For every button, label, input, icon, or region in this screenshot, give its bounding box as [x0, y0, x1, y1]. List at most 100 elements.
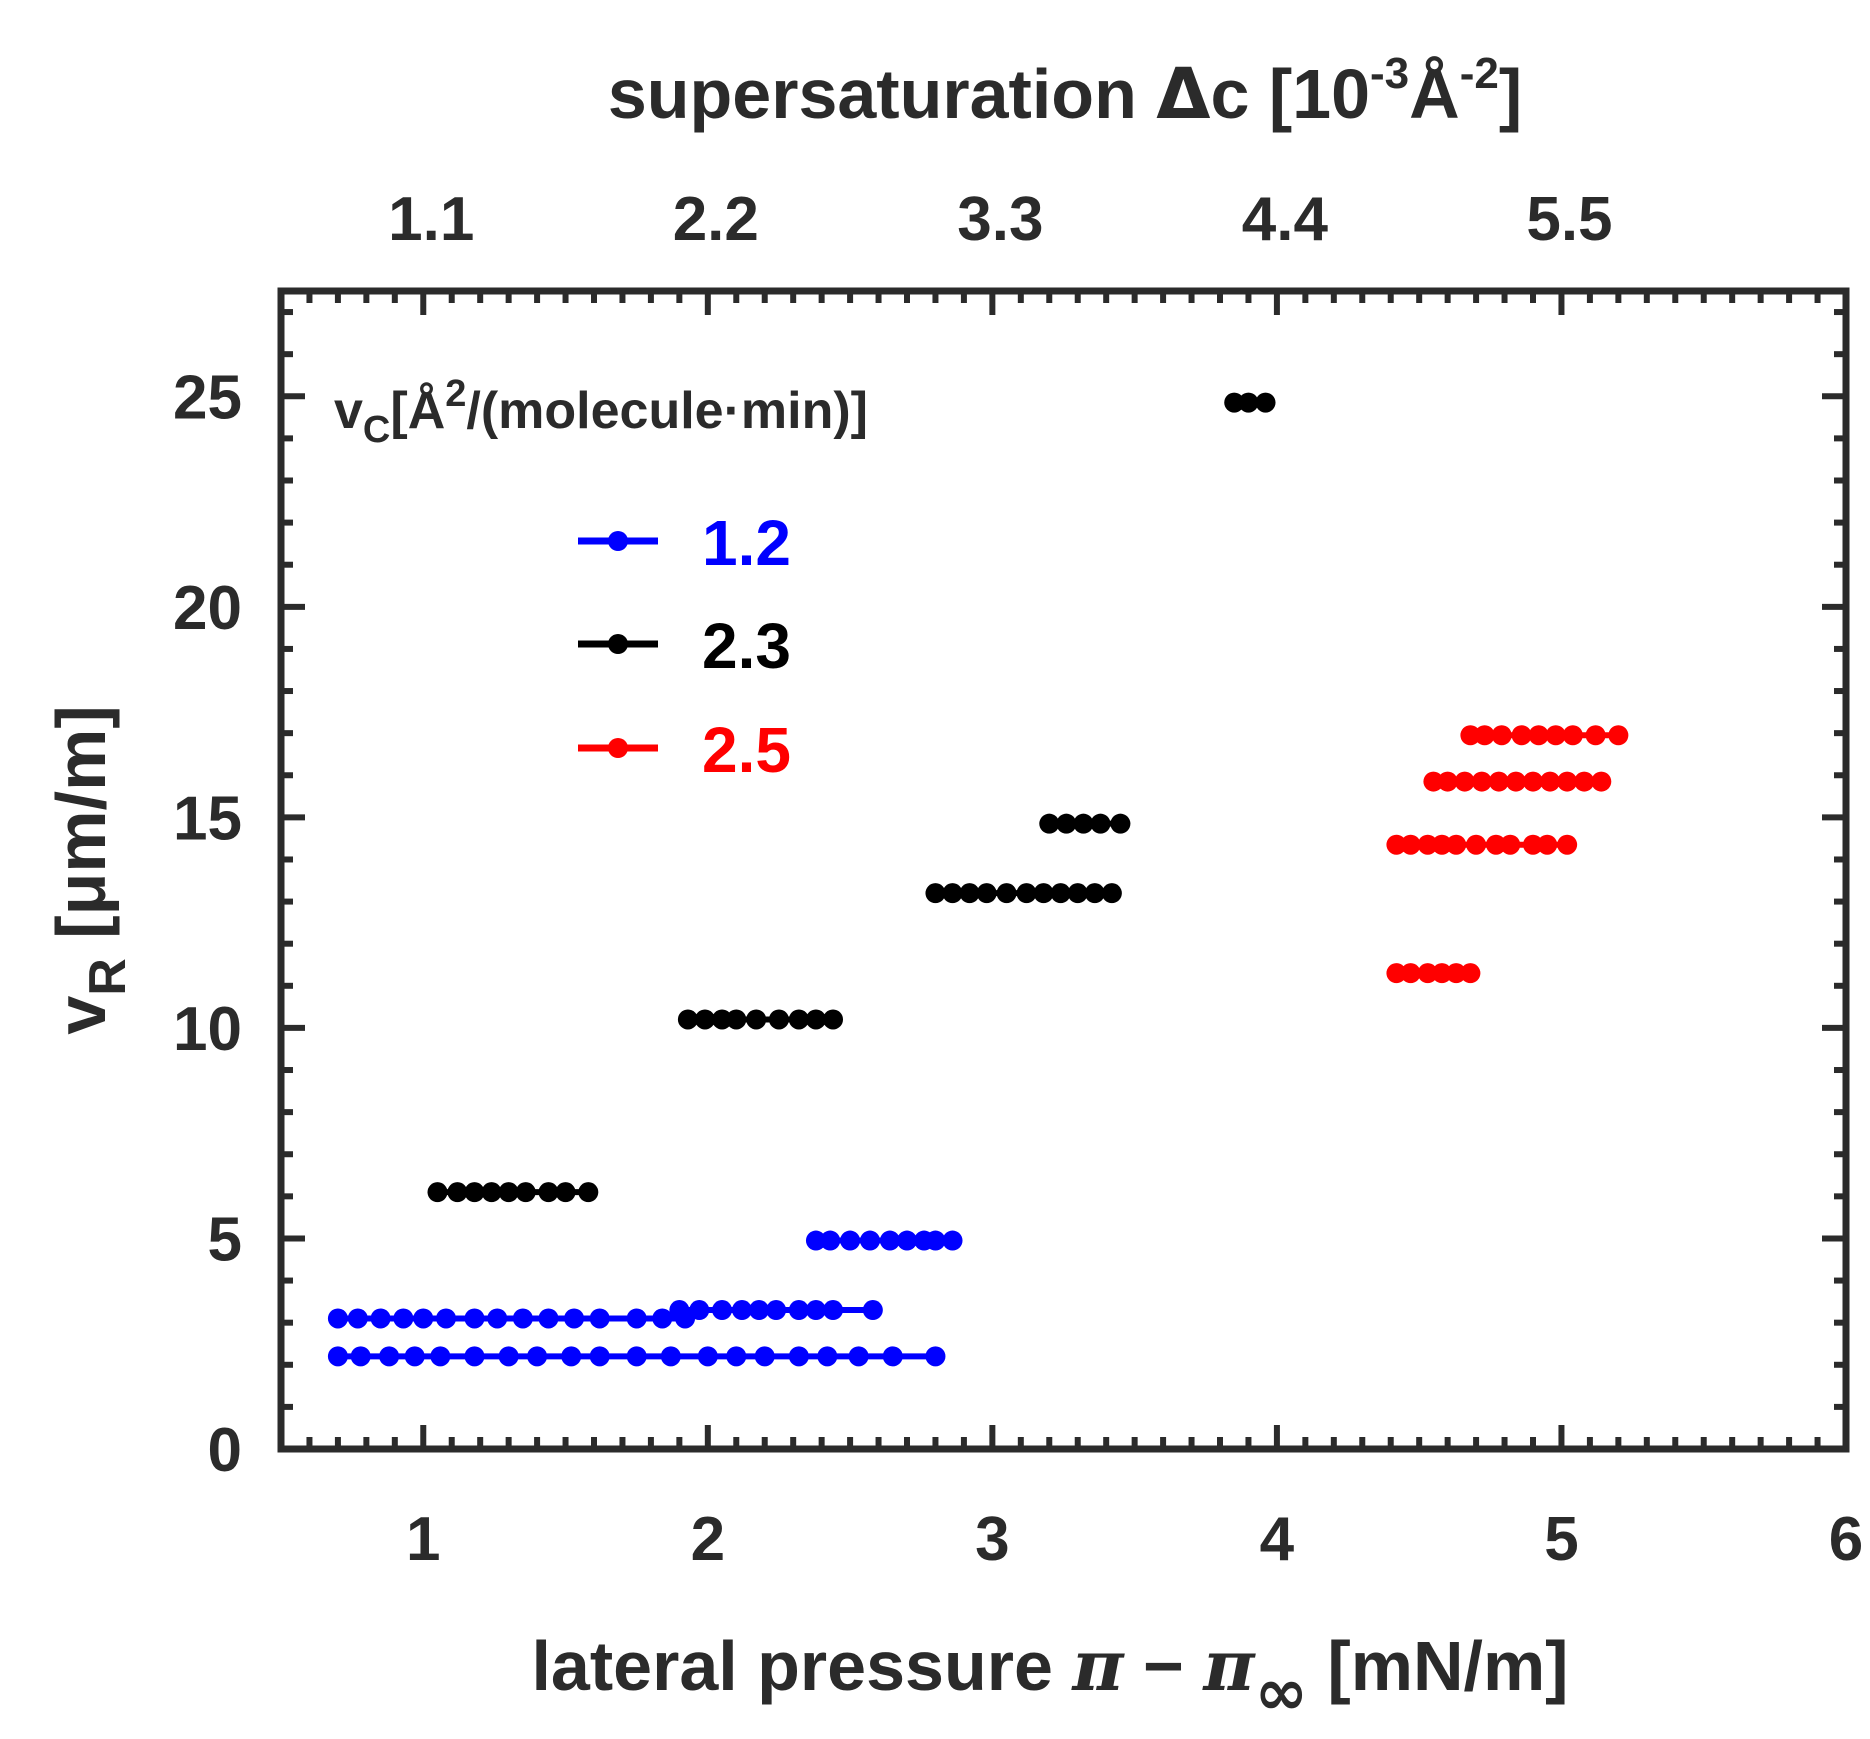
data-point	[589, 1346, 610, 1367]
data-point	[805, 1230, 826, 1251]
x-tick-label: 4	[1260, 1505, 1295, 1574]
legend-entry-1.2: 1.2	[578, 507, 791, 579]
data-point	[527, 1346, 548, 1367]
y-tick-label: 15	[173, 784, 242, 853]
data-point	[1557, 834, 1578, 855]
data-point	[766, 1300, 787, 1321]
top-tick-label: 1.1	[388, 185, 474, 254]
data-point	[1400, 834, 1421, 855]
legend-entries: 1.2 2.3 2.5	[578, 507, 791, 786]
data-point	[1466, 834, 1487, 855]
legend-entry-2.5: 2.5	[578, 714, 791, 786]
legend: vC[Å2/(molecule·min)] 1.2 2.3 2.5	[334, 373, 868, 786]
data-point	[464, 1308, 485, 1329]
data-point	[379, 1346, 400, 1367]
legend-entry-2.3: 2.3	[578, 610, 791, 682]
data-point	[1238, 392, 1259, 413]
x-tick-label: 5	[1544, 1505, 1578, 1574]
data-point	[578, 1182, 599, 1203]
data-point	[823, 1300, 844, 1321]
data-point	[487, 1308, 508, 1329]
data-point	[464, 1182, 485, 1203]
data-point	[626, 1346, 647, 1367]
data-point	[370, 1308, 391, 1329]
data-point	[925, 1230, 946, 1251]
top-tick-label: 5.5	[1526, 185, 1612, 254]
y-axis-label: vR [μm/m]	[42, 705, 137, 1034]
data-point	[498, 1182, 519, 1203]
top-axis-label: supersaturation Δc [10-3Å-2]	[608, 49, 1522, 135]
data-point	[327, 1346, 348, 1367]
data-point	[464, 1346, 485, 1367]
data-point	[1050, 883, 1071, 904]
y-tick-label: 0	[208, 1416, 242, 1485]
data-point	[820, 1230, 841, 1251]
data-point	[1460, 725, 1481, 746]
data-point	[1386, 963, 1407, 984]
data-point	[1446, 834, 1467, 855]
plot-frame	[277, 287, 1850, 1453]
data-point	[840, 1230, 861, 1251]
legend-marker	[608, 531, 628, 551]
data-point	[689, 1300, 710, 1321]
data-point	[788, 1300, 809, 1321]
data-point	[1417, 834, 1438, 855]
data-point	[436, 1308, 457, 1329]
data-point	[498, 1346, 519, 1367]
data-point	[555, 1182, 576, 1203]
data-point	[1423, 771, 1444, 792]
data-point	[1523, 771, 1543, 792]
x-tick-label: 2	[691, 1505, 725, 1574]
data-point	[1488, 771, 1509, 792]
data-point	[589, 1308, 610, 1329]
data-point	[694, 1009, 715, 1030]
data-point	[749, 1300, 770, 1321]
ticks-layer: 1 2 3 4 5 6 1.1 2.2 3.3 4.4 5.5 0 5 10 15 20 25	[173, 185, 1863, 1574]
data-point	[712, 1009, 733, 1030]
data-point	[788, 1346, 809, 1367]
data-point	[1523, 834, 1543, 855]
data-point	[1067, 883, 1088, 904]
data-point	[817, 1346, 838, 1367]
data-point	[860, 1230, 881, 1251]
data-point	[404, 1346, 425, 1367]
data-point	[805, 1009, 826, 1030]
series-2.3	[427, 392, 1276, 1203]
data-point	[393, 1308, 414, 1329]
data-point	[942, 883, 963, 904]
data-point	[862, 1300, 883, 1321]
data-point	[1537, 834, 1558, 855]
data-point	[660, 1346, 681, 1367]
data-point	[726, 1009, 747, 1030]
data-point	[731, 1300, 752, 1321]
data-point	[1557, 771, 1578, 792]
data-point	[350, 1346, 371, 1367]
series-1.2	[327, 1230, 963, 1367]
series-layer	[327, 392, 1629, 1367]
data-point	[1033, 883, 1054, 904]
data-point	[882, 1346, 903, 1367]
data-point	[652, 1308, 673, 1329]
series-2.5	[1386, 725, 1629, 984]
y-tick-label: 25	[173, 363, 242, 432]
data-point	[788, 1009, 809, 1030]
data-point	[848, 1346, 869, 1367]
x-tick-label: 6	[1829, 1505, 1863, 1574]
data-point	[512, 1308, 533, 1329]
legend-marker	[608, 634, 628, 654]
data-point	[697, 1346, 718, 1367]
data-point	[1417, 963, 1438, 984]
x-tick-label: 3	[975, 1505, 1009, 1574]
data-point	[447, 1182, 468, 1203]
data-point	[1460, 963, 1481, 984]
data-point	[1511, 725, 1532, 746]
legend-title: vC[Å2/(molecule·min)]	[334, 373, 868, 451]
data-point	[754, 1346, 775, 1367]
data-point	[626, 1308, 647, 1329]
data-point	[1431, 834, 1452, 855]
data-point	[823, 1009, 844, 1030]
y-tick-label: 5	[208, 1205, 242, 1274]
data-point	[538, 1308, 559, 1329]
data-point	[1073, 813, 1094, 834]
data-point	[1500, 834, 1521, 855]
